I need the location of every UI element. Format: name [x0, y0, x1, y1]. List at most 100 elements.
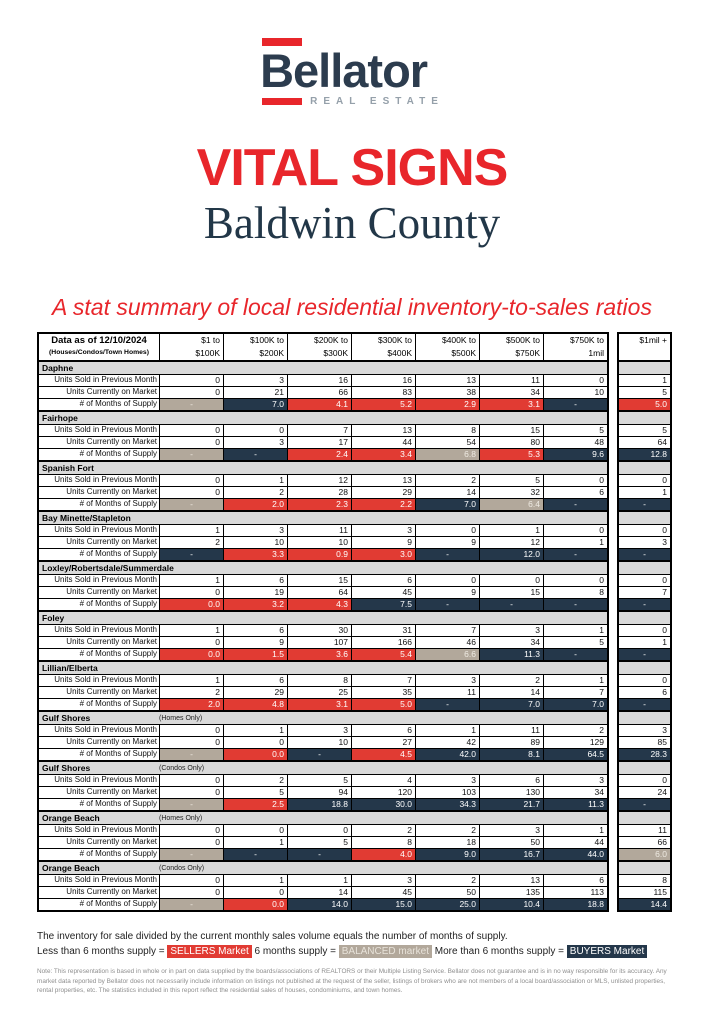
units-market-cell: 0	[159, 386, 223, 398]
units-sold-cell: 1	[223, 474, 287, 486]
column-header-line2: $300K	[323, 348, 348, 358]
column-header-line2: 1mil	[588, 348, 604, 358]
units-sold-cell: 5	[619, 424, 670, 436]
units-market-cell: 9	[415, 536, 479, 548]
months-supply-cell: -	[619, 598, 670, 610]
units-sold-cell: 1	[223, 874, 287, 886]
units-market-row-right: 66	[619, 836, 670, 848]
units-market-cell: 1	[619, 636, 670, 648]
units-market-row-right: 1	[619, 636, 670, 648]
balanced-market-badge: BALANCED market	[338, 945, 432, 958]
units-market-cell: 21	[223, 386, 287, 398]
units-sold-cell: 1	[159, 624, 223, 636]
units-market-cell: 34	[479, 386, 543, 398]
units-market-cell: 130	[479, 786, 543, 798]
months-supply-row-right: 5.0	[619, 398, 670, 410]
units-market-cell: 25	[287, 686, 351, 698]
units-market-cell: 2	[159, 686, 223, 698]
months-supply-cell: 7.0	[543, 698, 607, 710]
months-supply-cell: 4.8	[223, 698, 287, 710]
row-label: # of Months of Supply	[39, 748, 159, 760]
row-label: Units Sold in Previous Month	[39, 474, 159, 486]
months-supply-row: # of Months of Supply -0.0-4.5 42.0 8.1 64.5	[39, 748, 607, 760]
units-sold-cell: 0	[619, 674, 670, 686]
units-market-row: Units Currently on Market 0 3 17 44 54 80 48	[39, 436, 607, 448]
table-main-block: Data as of 12/10/2024 (Houses/Condos/Town…	[37, 332, 609, 912]
footer: The inventory for sale divided by the cu…	[37, 930, 671, 996]
column-header-line1: $750K to	[569, 335, 604, 345]
units-sold-cell: 0	[159, 474, 223, 486]
months-supply-cell: 25.0	[415, 898, 479, 910]
units-sold-cell: 0	[223, 424, 287, 436]
row-label: # of Months of Supply	[39, 398, 159, 410]
column-header-line1: $500K to	[505, 335, 540, 345]
units-sold-cell: 0	[543, 474, 607, 486]
units-market-cell: 135	[479, 886, 543, 898]
months-supply-row-right: -	[619, 548, 670, 560]
months-supply-cell: -	[543, 598, 607, 610]
inventory-table: Data as of 12/10/2024 (Houses/Condos/Town…	[37, 332, 672, 912]
units-sold-row-right: 0	[619, 624, 670, 636]
units-market-cell: 1	[543, 536, 607, 548]
months-supply-cell: 30.0	[351, 798, 415, 810]
units-sold-cell: 6	[479, 774, 543, 786]
row-label: Units Currently on Market	[39, 786, 159, 798]
section-name: Lillian/Elberta	[42, 662, 98, 673]
row-label: # of Months of Supply	[39, 848, 159, 860]
units-sold-cell: 2	[415, 824, 479, 836]
units-sold-cell: 0	[159, 724, 223, 736]
brand-subline: REAL ESTATE	[260, 96, 444, 107]
months-supply-row: # of Months of Supply - -2.4 3.4 6.8 5.3 9.6	[39, 448, 607, 460]
legend-pre-balanced: 6 months supply =	[251, 946, 339, 957]
units-sold-cell: 1	[543, 624, 607, 636]
section-header: Loxley/Robertsdale/Summerdale	[39, 560, 607, 574]
row-label: Units Currently on Market	[39, 386, 159, 398]
units-sold-cell: 0	[619, 574, 670, 586]
months-supply-row-right: 28.3	[619, 748, 670, 760]
units-market-cell: 1	[619, 486, 670, 498]
months-supply-cell: -	[619, 548, 670, 560]
section-header: Gulf Shores (Homes Only)	[39, 710, 607, 724]
units-market-cell: 80	[479, 436, 543, 448]
supply-definition-text: The inventory for sale divided by the cu…	[37, 931, 508, 942]
units-sold-cell: 11	[479, 724, 543, 736]
units-sold-cell: 5	[287, 774, 351, 786]
months-supply-cell: 7.0	[223, 398, 287, 410]
column-header-line1: $100K to	[249, 335, 284, 345]
units-sold-cell: 0	[619, 774, 670, 786]
months-supply-row-right: -	[619, 498, 670, 510]
row-label: # of Months of Supply	[39, 798, 159, 810]
logo-sub-bar-icon	[262, 98, 303, 105]
units-sold-row-right: 0	[619, 524, 670, 536]
months-supply-row-right: -	[619, 598, 670, 610]
row-label: # of Months of Supply	[39, 498, 159, 510]
months-supply-cell: -	[619, 648, 670, 660]
units-market-cell: 3	[619, 536, 670, 548]
units-sold-cell: 3	[415, 674, 479, 686]
units-sold-cell: 2	[479, 674, 543, 686]
units-market-cell: 64	[287, 586, 351, 598]
months-supply-cell: -	[479, 598, 543, 610]
units-market-cell: 8	[351, 836, 415, 848]
units-sold-cell: 0	[159, 424, 223, 436]
row-label: # of Months of Supply	[39, 448, 159, 460]
units-market-cell: 5	[223, 786, 287, 798]
units-market-cell: 10	[287, 536, 351, 548]
row-label: Units Sold in Previous Month	[39, 524, 159, 536]
months-supply-cell: 3.0	[351, 548, 415, 560]
units-market-cell: 11	[415, 686, 479, 698]
units-market-cell: 0	[223, 736, 287, 748]
row-label: Units Currently on Market	[39, 736, 159, 748]
units-market-cell: 1	[223, 836, 287, 848]
months-supply-cell: -	[159, 398, 223, 410]
row-label: Units Sold in Previous Month	[39, 574, 159, 586]
section-header: Fairhope	[39, 410, 607, 424]
months-supply-row-right: -	[619, 648, 670, 660]
months-supply-cell: 5.0	[351, 698, 415, 710]
units-sold-row-right: 1	[619, 374, 670, 386]
months-supply-cell: 3.3	[223, 548, 287, 560]
units-sold-cell: 4	[351, 774, 415, 786]
row-label: # of Months of Supply	[39, 598, 159, 610]
units-sold-row: Units Sold in Previous Month 1 6 30 31 7 3 1	[39, 624, 607, 636]
column-header-1: $100K to $200K	[223, 334, 287, 360]
